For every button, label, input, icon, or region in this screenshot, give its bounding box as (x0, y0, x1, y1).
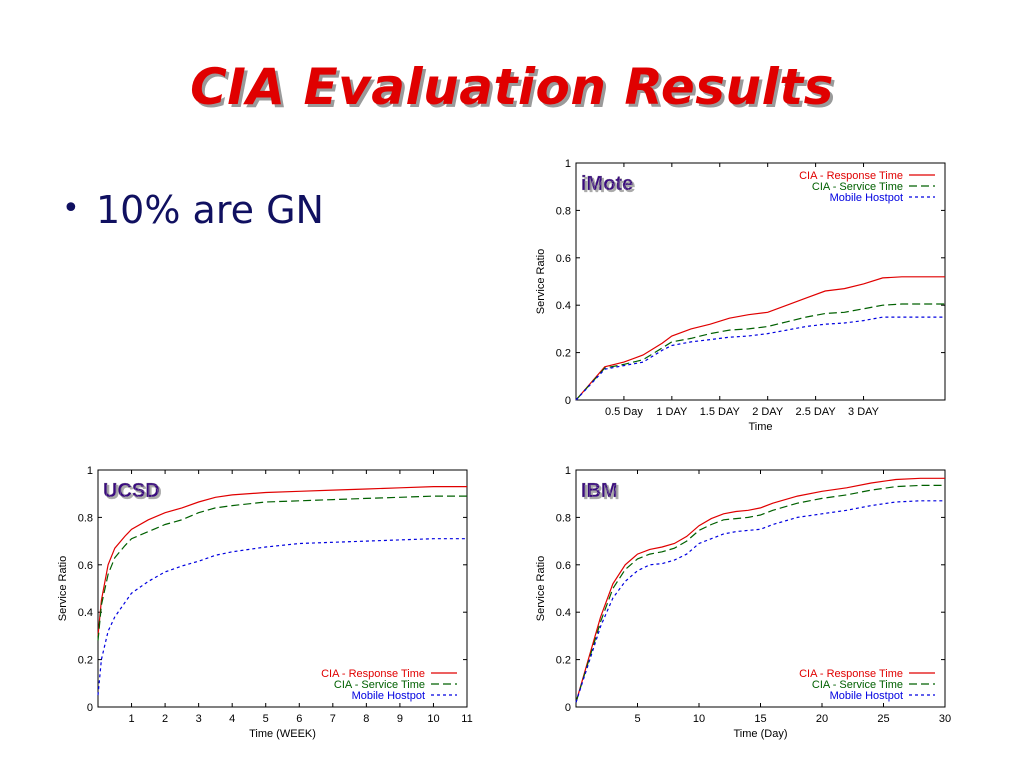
x-tick-label: 5 (263, 713, 269, 725)
legend-label: CIA - Service Time (812, 181, 903, 193)
y-axis-label: Service Ratio (535, 556, 547, 621)
y-axis-label: Service Ratio (535, 249, 547, 314)
x-axis-label: Time (WEEK) (249, 728, 316, 740)
y-tick-label: 0.4 (556, 300, 571, 312)
panel-label: IBM (581, 480, 618, 502)
bullet-text: 10% are GN (96, 188, 324, 232)
series-line-cia-response-time (575, 477, 945, 703)
x-tick-label: 2 (162, 713, 168, 725)
x-tick-label: 1 DAY (656, 406, 688, 418)
x-tick-label: 15 (754, 713, 766, 725)
y-tick-label: 0.4 (556, 607, 571, 619)
legend-label: CIA - Service Time (334, 679, 425, 691)
legend-label: CIA - Response Time (799, 170, 903, 182)
x-tick-label: 3 DAY (848, 406, 880, 418)
series-line-cia-service-time (97, 495, 467, 641)
legend-label: Mobile Hostpot (352, 690, 425, 702)
y-tick-label: 0.6 (556, 560, 571, 572)
x-tick-label: 1 (128, 713, 134, 725)
y-tick-label: 0.4 (78, 607, 93, 619)
plot-frame (575, 162, 946, 401)
y-tick-label: 1 (565, 158, 571, 170)
series-line-cia-service-time (575, 303, 945, 401)
bullet-item: • 10% are GN (62, 188, 324, 232)
legend-label: CIA - Service Time (812, 679, 903, 691)
y-tick-label: 0 (87, 702, 93, 714)
legend-label: CIA - Response Time (321, 668, 425, 680)
y-tick-label: 0.6 (78, 560, 93, 572)
x-tick-label: 0.5 Day (605, 406, 643, 418)
panel-label: UCSD (103, 480, 160, 502)
y-tick-label: 0.2 (556, 655, 571, 667)
series-line-cia-service-time (575, 484, 945, 703)
y-tick-label: 0.2 (556, 348, 571, 360)
bullet-list: • 10% are GN (62, 188, 324, 232)
x-tick-label: 7 (330, 713, 336, 725)
x-tick-label: 4 (229, 713, 235, 725)
legend-label: Mobile Hostpot (830, 192, 903, 204)
x-tick-label: 25 (877, 713, 889, 725)
chart-imote: 0 0.2 0.4 0.6 0.8 1 0.5 Day 1 DAY 1.5 DAY 2 DAY 2.… (535, 158, 946, 433)
x-tick-label: 30 (939, 713, 951, 725)
y-tick-label: 1 (565, 465, 571, 477)
x-tick-label: 5 (634, 713, 640, 725)
x-axis-label: Time (Day) (734, 728, 788, 740)
bullet-dot-icon: • (62, 191, 80, 226)
y-tick-label: 0.6 (556, 253, 571, 265)
x-tick-label: 1.5 DAY (700, 406, 741, 418)
x-tick-label: 2.5 DAY (796, 406, 837, 418)
x-tick-label: 6 (296, 713, 302, 725)
series-line-cia-response-time (97, 486, 467, 636)
slide-title: CIA Evaluation Results (190, 58, 834, 116)
x-tick-label: 11 (461, 713, 472, 725)
y-axis-label: Service Ratio (57, 556, 69, 621)
x-tick-label: 3 (196, 713, 202, 725)
x-tick-label: 2 DAY (752, 406, 784, 418)
x-tick-label: 9 (397, 713, 403, 725)
series-line-mobile-hostpot (575, 500, 945, 703)
x-tick-label: 8 (363, 713, 369, 725)
y-tick-label: 0 (565, 702, 571, 714)
y-tick-label: 0.8 (556, 512, 571, 524)
x-axis-label: Time (748, 421, 772, 433)
plot-frame (97, 469, 468, 708)
y-tick-label: 0.8 (78, 512, 93, 524)
series-line-cia-response-time (575, 276, 945, 401)
series-line-mobile-hostpot (97, 538, 467, 696)
x-tick-label: 20 (816, 713, 828, 725)
x-tick-label: 10 (427, 713, 439, 725)
x-tick-label: 10 (693, 713, 705, 725)
y-tick-label: 0.8 (556, 205, 571, 217)
panel-label: iMote (581, 173, 633, 195)
y-tick-label: 0 (565, 395, 571, 407)
legend-label: CIA - Response Time (799, 668, 903, 680)
series-line-mobile-hostpot (575, 316, 945, 401)
y-tick-label: 0.2 (78, 655, 93, 667)
y-tick-label: 1 (87, 465, 93, 477)
legend-label: Mobile Hostpot (830, 690, 903, 702)
